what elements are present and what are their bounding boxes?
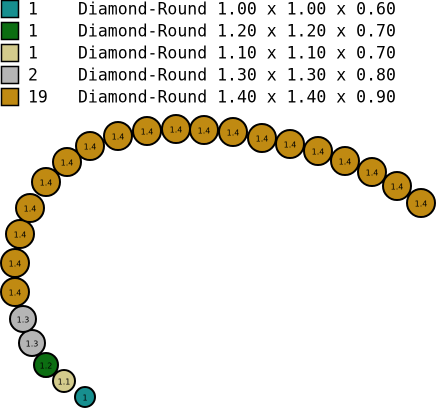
stone <box>15 193 45 223</box>
stone-label: 1.4 <box>339 158 352 167</box>
legend-swatch <box>0 65 20 85</box>
stone-label: 1.4 <box>9 289 22 298</box>
stone <box>330 146 360 176</box>
stone <box>52 369 76 393</box>
stone-label: 1.4 <box>40 179 53 188</box>
stone-label: 1.4 <box>141 128 154 137</box>
stone-label: 1.4 <box>24 205 37 214</box>
stone-label: 1.4 <box>256 135 269 144</box>
stone <box>218 117 248 147</box>
stone-label: 1.2 <box>40 362 53 371</box>
legend-count: 1 <box>28 44 38 63</box>
stone-label: 1.4 <box>14 231 27 240</box>
stone <box>132 116 162 146</box>
legend-swatch <box>0 21 20 41</box>
stone <box>382 171 412 201</box>
stone <box>9 305 37 333</box>
legend-count: 1 <box>28 0 38 19</box>
stone <box>33 352 59 378</box>
stone <box>357 157 387 187</box>
legend-swatch <box>0 43 20 63</box>
stone-label: 1.3 <box>26 340 39 349</box>
stone-label: 1.4 <box>9 260 22 269</box>
stone <box>52 147 82 177</box>
legend-count: 2 <box>28 66 38 85</box>
stone-label: 1.4 <box>391 183 404 192</box>
legend-text: Diamond-Round 1.30 x 1.30 x 0.80 <box>78 66 396 85</box>
stone-label: 1.4 <box>84 143 97 152</box>
legend-text: Diamond-Round 1.40 x 1.40 x 0.90 <box>78 88 396 107</box>
stone-label: 1.4 <box>198 127 211 136</box>
legend-text: Diamond-Round 1.00 x 1.00 x 0.60 <box>78 0 396 19</box>
legend-text: Diamond-Round 1.10 x 1.10 x 0.70 <box>78 44 396 63</box>
legend-text: Diamond-Round 1.20 x 1.20 x 0.70 <box>78 22 396 41</box>
stone-label: 1.4 <box>170 126 183 135</box>
stone <box>303 136 333 166</box>
stone <box>18 329 46 357</box>
stone-label: 1.3 <box>17 316 30 325</box>
stone-label: 1.4 <box>312 148 325 157</box>
stone <box>0 248 30 278</box>
stone <box>275 129 305 159</box>
stone-label: 1.4 <box>284 141 297 150</box>
stone <box>406 188 436 218</box>
stone <box>189 115 219 145</box>
stone-label: 1.1 <box>58 378 71 387</box>
legend-swatch <box>0 0 20 19</box>
legend-swatch <box>0 87 20 107</box>
stone <box>247 123 277 153</box>
stone-label: 1 <box>82 394 87 403</box>
legend-count: 19 <box>28 88 48 107</box>
stone-label: 1.4 <box>227 129 240 138</box>
stone-label: 1.4 <box>415 200 428 209</box>
stone <box>103 121 133 151</box>
stone <box>75 131 105 161</box>
legend-count: 1 <box>28 22 38 41</box>
stone-label: 1.4 <box>61 159 74 168</box>
stone <box>74 386 96 408</box>
stone <box>31 167 61 197</box>
stone-label: 1.4 <box>366 169 379 178</box>
stone <box>5 219 35 249</box>
stone-label: 1.4 <box>112 133 125 142</box>
